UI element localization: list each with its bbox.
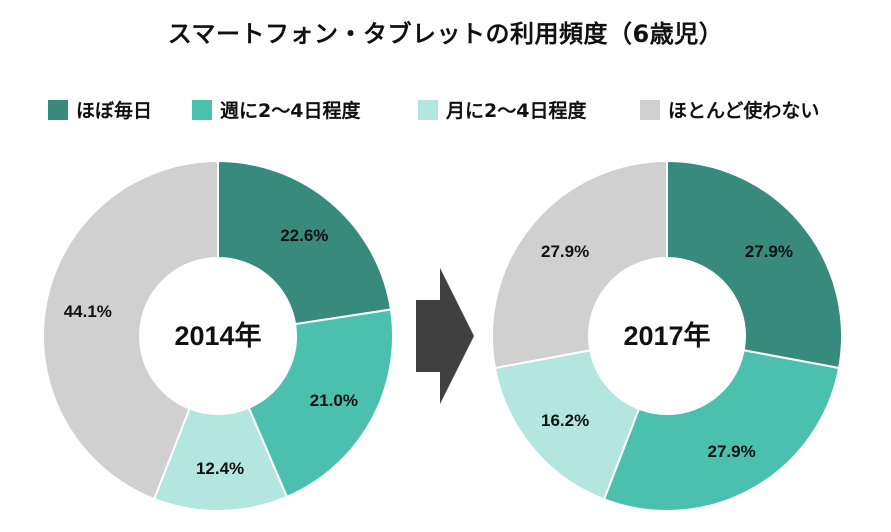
- donut-chart-2014: 22.6% 21.0% 12.4% 44.1% 2014年: [42, 159, 394, 512]
- donut-chart-2017: 27.9% 27.9% 16.2% 27.9% 2017年: [491, 159, 843, 512]
- donut-hole: [140, 258, 296, 414]
- slice-value-label: 27.9%: [708, 442, 756, 461]
- legend-swatch: [640, 99, 660, 120]
- slice-value-label: 27.9%: [541, 242, 589, 261]
- legend-item-monthly: 月に2〜4日程度: [418, 96, 586, 123]
- legend-swatch: [418, 99, 438, 120]
- legend-label: 週に2〜4日程度: [220, 100, 361, 122]
- year-label: 2014年: [174, 320, 261, 351]
- slice-value-label: 44.1%: [64, 302, 112, 321]
- legend-label: ほぼ毎日: [76, 100, 153, 122]
- slice-value-label: 16.2%: [541, 411, 589, 430]
- legend-label: 月に2〜4日程度: [446, 100, 587, 122]
- chart-title: スマートフォン・タブレットの利用頻度（6歳児）: [167, 20, 724, 48]
- right-arrow-icon: [416, 268, 474, 404]
- legend-label: ほとんど使わない: [668, 100, 820, 122]
- slice-value-label: 21.0%: [310, 391, 358, 410]
- legend: ほぼ毎日 週に2〜4日程度 月に2〜4日程度 ほとんど使わない: [0, 96, 891, 130]
- legend-item-weekly: 週に2〜4日程度: [192, 96, 360, 123]
- donut-hole: [589, 258, 745, 414]
- slice-value-label: 22.6%: [280, 226, 328, 245]
- legend-swatch: [192, 99, 212, 120]
- legend-item-daily: ほぼ毎日: [48, 96, 152, 123]
- slice-value-label: 12.4%: [196, 459, 244, 478]
- year-label: 2017年: [623, 320, 710, 351]
- legend-swatch: [48, 99, 68, 120]
- slice-value-label: 27.9%: [745, 242, 793, 261]
- legend-item-rarely: ほとんど使わない: [640, 96, 819, 123]
